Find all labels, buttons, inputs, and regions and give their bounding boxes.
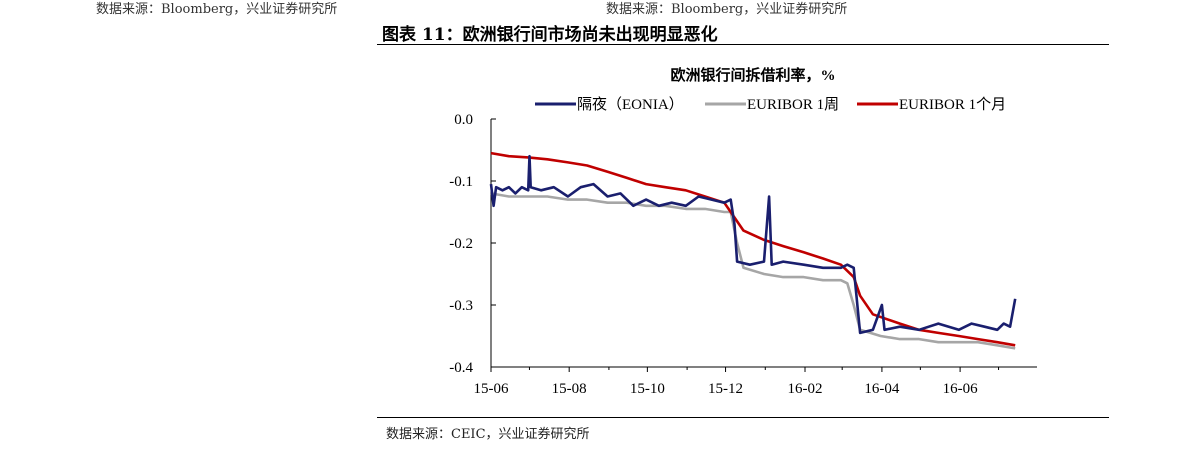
chart-series-layer — [489, 151, 1017, 350]
chart-title: 欧洲银行间拆借利率，% — [670, 66, 835, 84]
x-tick-label: 15-06 — [474, 381, 509, 397]
x-tick-label: 16-04 — [864, 381, 899, 397]
title-rule — [377, 44, 1109, 45]
series-line-1 — [490, 192, 1016, 350]
y-tick-label: -0.4 — [449, 360, 473, 376]
x-tick-label: 15-10 — [630, 381, 665, 397]
series-line-0 — [489, 154, 1017, 335]
legend-label-0: 隔夜（EONIA） — [577, 96, 684, 113]
series-line-2 — [490, 151, 1016, 347]
y-tick-label: -0.3 — [449, 298, 473, 314]
y-tick-label: 0.0 — [454, 112, 473, 128]
legend-label-2: EURIBOR 1个月 — [899, 96, 1006, 113]
x-tick-label: 15-12 — [708, 381, 743, 397]
figure-title: 图表 11：欧洲银行间市场尚未出现明显恶化 — [382, 25, 718, 45]
legend-label-1: EURIBOR 1周 — [747, 96, 839, 113]
source-rule — [377, 417, 1109, 418]
x-tick-label: 16-06 — [943, 381, 978, 397]
source-note-top-left: 数据来源：Bloomberg，兴业证券研究所 — [96, 2, 338, 17]
y-tick-label: -0.2 — [449, 236, 473, 252]
source-note-top-right: 数据来源：Bloomberg，兴业证券研究所 — [606, 2, 848, 17]
y-tick-label: -0.1 — [449, 174, 473, 190]
x-tick-label: 15-08 — [552, 381, 587, 397]
chart-legend: 隔夜（EONIA） EURIBOR 1周 EURIBOR 1个月 — [535, 96, 1006, 113]
x-tick-label: 16-02 — [788, 381, 823, 397]
chart-axes: 0.0 -0.1 -0.2 -0.3 -0.415-06 15-08 15-10 15-12 1… — [449, 112, 1037, 397]
figure-source: 数据来源：CEIC，兴业证券研究所 — [386, 427, 590, 442]
